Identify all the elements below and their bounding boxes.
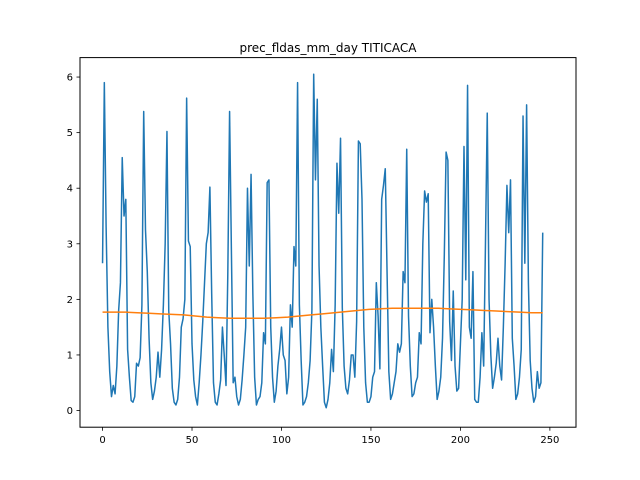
y-tick-label: 4 xyxy=(67,184,73,195)
x-tick-label: 100 xyxy=(272,435,291,446)
y-tick-label: 5 xyxy=(67,128,73,139)
x-tick-label: 0 xyxy=(99,435,105,446)
axes-frame xyxy=(79,57,577,428)
y-tick-label: 2 xyxy=(67,295,73,306)
series-line-0 xyxy=(101,73,544,409)
x-tick-label: 200 xyxy=(451,435,470,446)
x-tick-label: 150 xyxy=(361,435,380,446)
y-tick-label: 3 xyxy=(67,239,73,250)
plot-area xyxy=(101,73,544,409)
x-tick-label: 250 xyxy=(540,435,559,446)
axis-ticks: 0 50 100 150 200 250 0 1 2 3 4 5 6 xyxy=(67,73,560,447)
chart-title: prec_fldas_mm_day TITICACA xyxy=(239,41,417,55)
series-line-1 xyxy=(102,307,543,320)
x-tick-label: 50 xyxy=(186,435,199,446)
y-tick-label: 1 xyxy=(67,350,73,361)
y-tick-label: 6 xyxy=(67,73,73,84)
y-tick-label: 0 xyxy=(67,406,73,417)
